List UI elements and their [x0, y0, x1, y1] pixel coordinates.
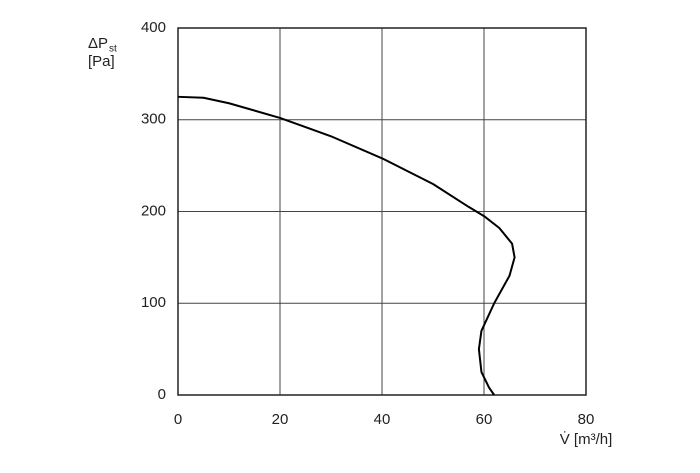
x-tick-label: 0 [174, 411, 182, 428]
y-tick-label: 200 [141, 202, 166, 219]
plot-frame [177, 27, 587, 396]
y-axis-label: ΔP [88, 35, 108, 52]
fan-curve [177, 95, 516, 396]
y-tick-label: 300 [141, 111, 166, 128]
x-tick-label: 40 [374, 411, 391, 428]
y-axis-unit: [Pa] [88, 53, 115, 70]
x-axis-label: V̇ [m³/h] [560, 431, 613, 448]
y-axis-label-subscript: st [109, 44, 117, 55]
x-tick-label: 80 [578, 411, 595, 428]
y-tick-label: 0 [158, 386, 166, 403]
y-tick-label: 400 [141, 19, 166, 36]
y-tick-label: 100 [141, 294, 166, 311]
x-tick-label: 20 [272, 411, 289, 428]
x-tick-label: 60 [476, 411, 493, 428]
